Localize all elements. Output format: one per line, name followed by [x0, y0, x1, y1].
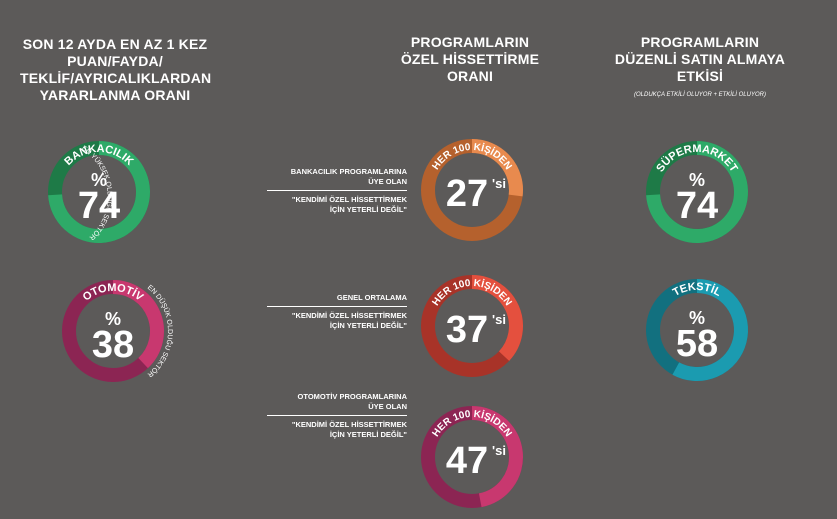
- donut-hole: [77, 295, 149, 367]
- donut-value-arc: [672, 279, 748, 381]
- donut-hole: [436, 154, 508, 226]
- title-line: SON 12 AYDA EN AZ 1 KEZ: [22, 36, 208, 52]
- donut-chart: 37 'si: [421, 275, 523, 377]
- row-label-head: ÜYE OLAN: [368, 177, 407, 186]
- donut-value-label: 47: [446, 440, 488, 482]
- row-label-average: GENEL ORTALAMA "KENDİMİ ÖZEL HİSSETTİRME…: [267, 293, 407, 331]
- donut-value-arc: [471, 139, 523, 197]
- donut-chart: %74: [48, 141, 150, 243]
- donut-chart: %58: [646, 279, 748, 381]
- row-label-divider: [267, 306, 407, 307]
- row-label-head: OTOMOTİV PROGRAMLARINA: [297, 392, 407, 401]
- row-label-divider: [267, 190, 407, 191]
- title-line: DÜZENLİ SATIN ALMAYA: [614, 51, 786, 67]
- column-title-special-feeling: PROGRAMLARIN ÖZEL HİSSETTİRME ORANI: [390, 34, 550, 85]
- title-line: ORANI: [446, 68, 494, 84]
- column-title-purchase-effect: PROGRAMLARIN DÜZENLİ SATIN ALMAYA ETKİSİ: [595, 34, 805, 85]
- row-label-quote: İÇİN YETERLİ DEĞİL": [329, 321, 407, 330]
- donut-hole: [661, 156, 733, 228]
- donut-value-arc: [646, 141, 748, 243]
- donut-value-label: 27: [446, 173, 488, 215]
- title-line: TEKLİF/AYRICALIKLARDAN: [20, 70, 212, 86]
- row-label-quote: "KENDİMİ ÖZEL HİSSETTİRMEK: [291, 420, 407, 429]
- title-line: ÖZEL HİSSETTİRME: [400, 51, 540, 67]
- donut-value-label: 58: [676, 323, 718, 365]
- donut-chart: 47 'si: [421, 406, 523, 508]
- title-line: ETKİSİ: [676, 68, 724, 84]
- title-line: PROGRAMLARIN: [410, 34, 530, 50]
- title-line: YARARLANMA ORANI: [39, 87, 191, 103]
- row-label-quote: İÇİN YETERLİ DEĞİL": [329, 205, 407, 214]
- donut-category-label-path: TEKSTİL: [671, 281, 723, 299]
- row-label-banking: BANKACILIK PROGRAMLARINA ÜYE OLAN "KENDİ…: [267, 167, 407, 215]
- donut-unit-label: %: [689, 308, 705, 328]
- donut-value-arc: [112, 280, 164, 369]
- donut-value-label: 38: [92, 324, 134, 366]
- row-label-head: ÜYE OLAN: [368, 402, 407, 411]
- donut-suffix-label: 'si: [492, 312, 506, 327]
- donut-value-arc: [471, 406, 523, 508]
- donut-suffix-label: 'si: [492, 176, 506, 191]
- donut-hole: [436, 421, 508, 493]
- column-title-usage: SON 12 AYDA EN AZ 1 KEZ PUAN/FAYDA/ TEKL…: [20, 36, 212, 104]
- donut-unit-label: %: [689, 170, 705, 190]
- donut-value-label: 74: [676, 185, 718, 227]
- donut-value-arc: [48, 141, 150, 243]
- donut-chart: 27 'si: [421, 139, 523, 241]
- donut-hole: [63, 156, 135, 228]
- donut-category-label: TEKSTİL: [671, 281, 723, 299]
- donut-chart: %74: [646, 141, 748, 243]
- title-line: PROGRAMLARIN: [640, 34, 760, 50]
- donut-value-label: 74: [78, 185, 120, 227]
- donut-value-label: 37: [446, 309, 488, 351]
- row-label-quote: "KENDİMİ ÖZEL HİSSETTİRMEK: [291, 311, 407, 320]
- row-label-head: GENEL ORTALAMA: [336, 293, 407, 302]
- donut-unit-label: %: [105, 309, 121, 329]
- row-label-quote: İÇİN YETERLİ DEĞİL": [329, 430, 407, 439]
- row-label-automotive: OTOMOTİV PROGRAMLARINA ÜYE OLAN "KENDİMİ…: [267, 392, 407, 440]
- row-label-quote: "KENDİMİ ÖZEL HİSSETTİRMEK: [291, 195, 407, 204]
- donut-value-arc: [471, 275, 523, 361]
- donut-unit-label: %: [91, 170, 107, 190]
- column-note: (OLDUKÇA ETKİLİ OLUYOR + ETKİLİ OLUYOR): [634, 92, 766, 98]
- donut-chart: %38: [62, 280, 164, 382]
- row-label-head: BANKACILIK PROGRAMLARINA: [290, 167, 407, 176]
- title-line: PUAN/FAYDA/: [67, 53, 163, 69]
- donut-suffix-label: 'si: [492, 443, 506, 458]
- donut-hole: [436, 290, 508, 362]
- row-label-divider: [267, 415, 407, 416]
- donut-hole: [661, 294, 733, 366]
